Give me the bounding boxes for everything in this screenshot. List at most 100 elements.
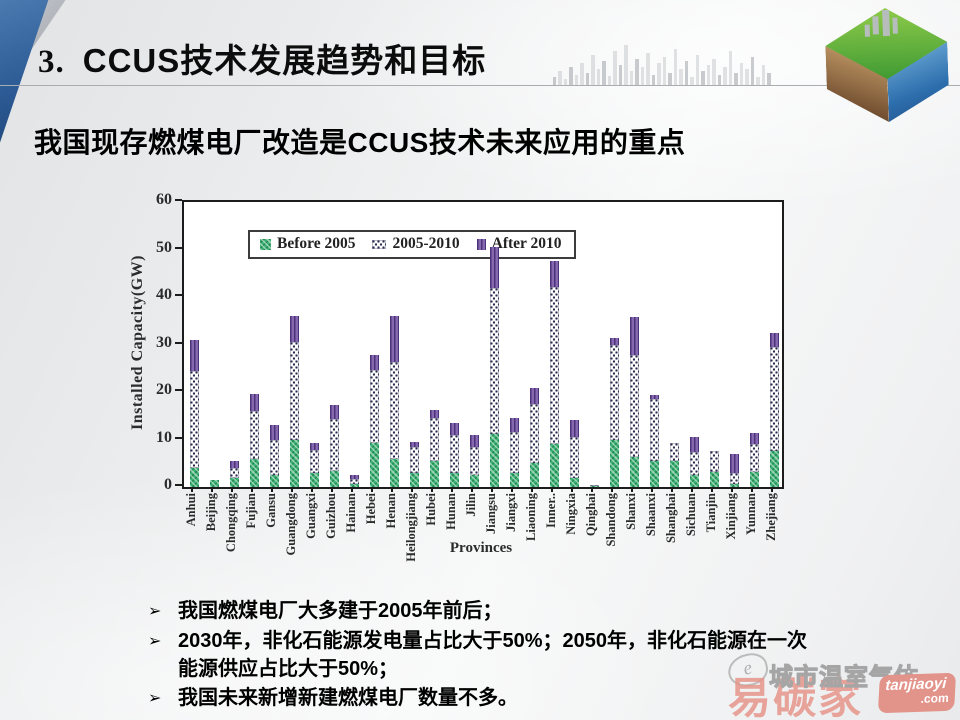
bar-segment xyxy=(229,468,239,478)
header-divider xyxy=(0,85,960,86)
bar-segment xyxy=(609,440,619,487)
bar-segment xyxy=(369,355,379,370)
x-tick xyxy=(751,487,753,492)
skyline-building xyxy=(729,51,732,85)
bar-segment xyxy=(529,403,539,464)
bar-segment xyxy=(409,441,419,447)
bar-segment xyxy=(449,472,459,487)
bar-segment xyxy=(469,434,479,447)
skyline-building xyxy=(602,61,606,85)
x-tick xyxy=(451,487,453,492)
x-tick-label: Beijing xyxy=(204,493,218,532)
skyline-building xyxy=(569,67,573,85)
skyline-building xyxy=(624,45,628,85)
bar-segment xyxy=(369,442,379,487)
bar-segment xyxy=(249,411,259,459)
x-tick xyxy=(771,487,773,492)
bar-segment xyxy=(549,287,559,444)
watermark-badge-line2: .com xyxy=(920,690,950,706)
x-axis-label: Provinces xyxy=(449,540,513,556)
bar-segment xyxy=(269,425,279,440)
bar-segment xyxy=(429,460,439,487)
skyline-building xyxy=(635,59,639,85)
skyline-building xyxy=(553,77,556,85)
x-tick-label: Qinghai xyxy=(584,493,598,537)
y-tick-label: 20 xyxy=(156,381,172,398)
y-tick-label: 0 xyxy=(164,476,172,493)
x-tick xyxy=(691,487,693,492)
bar-segment xyxy=(569,419,579,438)
skyline-building xyxy=(613,51,617,85)
bar-segment xyxy=(449,434,459,473)
bar-segment xyxy=(669,461,679,487)
skyline-building xyxy=(696,55,699,85)
chart-legend: Before 2005 2005-2010 After 2010 xyxy=(248,230,576,259)
x-tick-label: Shanghai xyxy=(664,493,678,544)
title-text: CCUS技术发展趋势和目标 xyxy=(82,42,487,79)
legend-swatch-checker xyxy=(260,238,271,250)
x-tick xyxy=(611,487,613,492)
bar-guangxi xyxy=(309,202,319,487)
eco-cube-image xyxy=(824,0,950,130)
x-tick-label: Gansu xyxy=(264,493,278,528)
y-tick xyxy=(175,341,182,344)
bar-segment xyxy=(709,451,719,472)
skyline-building xyxy=(723,67,727,85)
bullet-list: ➢ 我国燃煤电厂大多建于2005年前后； ➢ 2030年，非化石能源发电量占比大… xyxy=(148,597,820,713)
bar-segment xyxy=(269,475,279,487)
x-tick xyxy=(211,487,213,492)
bar-segment xyxy=(629,355,639,458)
bar-segment xyxy=(349,483,359,487)
skyline-building xyxy=(619,65,622,85)
bar-fujian xyxy=(249,202,259,487)
bar-segment xyxy=(509,418,519,433)
bar-segment xyxy=(549,443,559,487)
x-tick-label: Ningxia xyxy=(564,493,578,535)
x-tick xyxy=(351,487,353,492)
skyline-building xyxy=(646,53,650,85)
legend-item: Before 2005 xyxy=(260,235,355,253)
bar-segment xyxy=(689,475,699,487)
bar-segment xyxy=(669,442,679,462)
cube-building xyxy=(892,17,898,34)
bar-segment xyxy=(389,316,399,363)
bar-segment xyxy=(469,446,479,476)
bar-segment xyxy=(309,442,319,451)
bar-xinjiang xyxy=(729,202,739,487)
x-tick-label: Shandong xyxy=(604,493,618,547)
bar-segment xyxy=(749,432,759,444)
skyline-building xyxy=(707,65,710,85)
bar-ningxia xyxy=(569,202,579,487)
x-tick xyxy=(571,487,573,492)
bar-segment xyxy=(409,472,419,487)
bar-qinghai xyxy=(589,202,599,487)
skyline-building xyxy=(685,61,688,85)
x-tick xyxy=(191,487,193,492)
bullet-item: ➢ 我国燃煤电厂大多建于2005年前后； xyxy=(148,597,820,627)
bar-guizhou xyxy=(329,202,339,487)
legend-label: 2005-2010 xyxy=(392,235,460,252)
skyline-building xyxy=(679,69,683,85)
x-tick xyxy=(251,487,253,492)
page-title: 3. CCUS技术发展趋势和目标 xyxy=(38,34,486,82)
y-tick-label: 30 xyxy=(156,333,172,351)
x-tick-label: Heilongjiang xyxy=(404,493,418,562)
bar-yunnan xyxy=(749,202,759,487)
bar-henan xyxy=(389,202,399,487)
arrow-bullet-icon: ➢ xyxy=(148,632,162,650)
bar-liaoning xyxy=(529,202,539,487)
y-tick-label: 50 xyxy=(156,238,172,256)
bar-zhejiang xyxy=(769,202,779,487)
bar-hunan xyxy=(449,202,459,487)
x-tick xyxy=(431,487,433,492)
watermark-badge: tanjiaoyi .com xyxy=(877,672,957,714)
bar-gansu xyxy=(269,202,279,487)
bar-segment xyxy=(489,288,499,434)
x-tick-label: Jiangxi xyxy=(504,493,518,532)
bar-segment xyxy=(489,433,499,487)
skyline-building xyxy=(591,55,595,85)
x-tick xyxy=(411,487,413,492)
legend-item: After 2010 xyxy=(476,235,562,253)
bar-segment xyxy=(649,461,659,487)
